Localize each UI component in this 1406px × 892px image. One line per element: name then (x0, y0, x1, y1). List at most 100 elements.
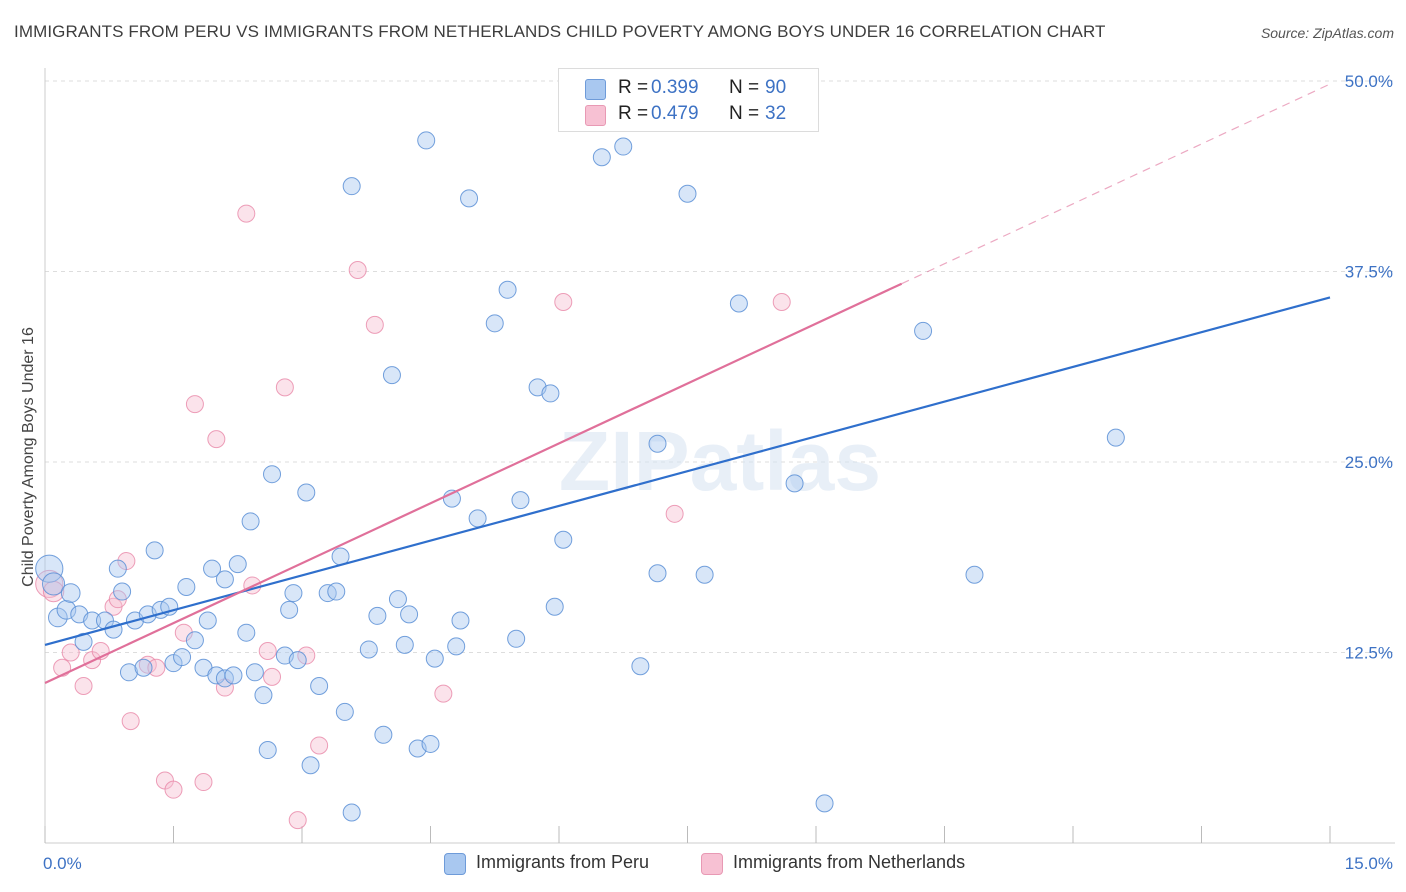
peru-point (541, 384, 560, 403)
y-axis-label: Child Poverty Among Boys Under 16 (20, 327, 37, 587)
netherlands-point (297, 646, 316, 665)
peru-point (288, 651, 307, 670)
netherlands-point (554, 292, 573, 311)
peru-point (498, 280, 517, 299)
peru-point (203, 559, 222, 578)
bottom-netherlands-swatch (701, 853, 723, 875)
peru-point (815, 794, 834, 813)
netherlands-point (310, 736, 329, 755)
peru-point (785, 474, 804, 493)
peru-point (374, 725, 393, 744)
peru-point (35, 554, 64, 583)
peru-point (134, 658, 153, 677)
peru-point (648, 434, 667, 453)
peru-n-value: 90 (765, 77, 787, 98)
peru-point (228, 555, 247, 574)
peru-point (119, 663, 138, 682)
netherlands-point (185, 395, 204, 414)
tick-labels: 12.5% 25.0% 37.5% 50.0% 0.0% 15.0% (43, 72, 1393, 873)
peru-point (258, 741, 277, 760)
netherlands-n-label: N = (729, 103, 760, 124)
peru-point (695, 565, 714, 584)
netherlands-point (35, 569, 64, 599)
peru-point (241, 512, 260, 531)
peru-point (368, 606, 387, 625)
axes (44, 68, 1395, 844)
peru-point (280, 600, 299, 619)
peru-point (614, 137, 633, 156)
netherlands-r-value: 0.479 (651, 103, 699, 124)
peru-r-value: 0.399 (651, 77, 699, 98)
peru-point (425, 649, 444, 668)
peru-point (545, 597, 564, 616)
peru-point (48, 607, 68, 628)
chart-title: IMMIGRANTS FROM PERU VS IMMIGRANTS FROM … (14, 22, 1106, 41)
netherlands-point (288, 811, 307, 830)
peru-trend-line (44, 296, 1331, 646)
peru-point (173, 648, 192, 667)
netherlands-point (263, 667, 282, 686)
peru-point (382, 366, 401, 385)
peru-point (447, 637, 466, 656)
peru-point (914, 321, 933, 340)
y-tick-label: 50.0% (1345, 72, 1393, 91)
correlation-legend: R = 0.399 N = 90 R = 0.479 N = 32 (558, 68, 819, 132)
peru-point (342, 803, 361, 822)
peru-point (359, 640, 378, 659)
peru-point (237, 623, 256, 642)
netherlands-trend-line (44, 282, 903, 684)
trend-lines (44, 83, 1331, 684)
netherlands-point (53, 658, 72, 677)
peru-point (177, 577, 196, 596)
peru-point (263, 465, 282, 484)
peru-point (42, 572, 66, 596)
bottom-netherlands-label: Immigrants from Netherlands (733, 852, 966, 872)
peru-point (485, 314, 504, 333)
peru-point (342, 177, 361, 196)
peru-point (108, 559, 127, 578)
netherlands-point (215, 678, 234, 697)
peru-point (965, 565, 984, 584)
peru-point (460, 189, 479, 208)
netherlands-point (121, 712, 140, 731)
peru-point (113, 582, 132, 601)
netherlands-point (772, 292, 791, 311)
peru-point (451, 611, 470, 630)
peru-point (678, 184, 697, 203)
peru-point (185, 631, 204, 650)
y-tick-label: 37.5% (1345, 263, 1393, 282)
netherlands-point (365, 315, 384, 334)
bottom-peru-swatch (444, 853, 466, 875)
netherlands-point (61, 643, 80, 662)
peru-point (592, 148, 611, 167)
peru-point (284, 584, 303, 603)
peru-point (254, 686, 273, 705)
netherlands-swatch (585, 105, 606, 126)
peru-point (60, 583, 81, 603)
peru-point (395, 635, 414, 654)
y-tick-label: 25.0% (1345, 453, 1393, 472)
peru-r-label: R = (618, 77, 649, 98)
netherlands-point (434, 684, 453, 703)
netherlands-point (275, 378, 294, 397)
peru-point (468, 509, 487, 528)
y-tick-label: 12.5% (1345, 644, 1393, 663)
peru-point (648, 564, 667, 583)
peru-point (215, 570, 234, 589)
peru-n-label: N = (729, 77, 760, 98)
peru-point (310, 677, 329, 696)
x-tick-label: 15.0% (1345, 854, 1393, 873)
x-tick-label: 0.0% (43, 854, 82, 873)
peru-point (327, 582, 346, 601)
netherlands-r-label: R = (618, 103, 649, 124)
peru-point (388, 590, 407, 609)
peru-point (301, 756, 320, 775)
peru-point (297, 483, 316, 502)
peru-point (335, 702, 354, 721)
peru-point (554, 530, 573, 549)
netherlands-point (207, 430, 226, 449)
peru-point (83, 611, 102, 630)
peru-point (631, 657, 650, 676)
netherlands-point (194, 773, 213, 792)
